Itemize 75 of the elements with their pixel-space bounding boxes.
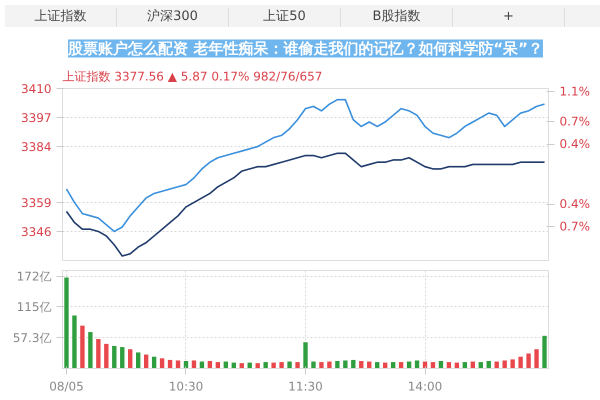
x-tick-label: 10:30 (168, 380, 204, 394)
bar (470, 362, 475, 368)
bar (398, 362, 404, 368)
bar (382, 362, 388, 368)
y-tick-label: 172亿 (16, 269, 52, 284)
bar (152, 356, 156, 368)
bar (256, 363, 260, 368)
bar (319, 362, 324, 368)
bar (96, 339, 101, 368)
bar (502, 360, 507, 368)
x-tick-label: 08/05 (49, 380, 84, 394)
text: 上证50 (229, 8, 341, 27)
bar (279, 362, 284, 368)
text: 上证指数 (5, 8, 117, 27)
bar (144, 354, 148, 368)
y2-tick-label: 0.4% (560, 137, 590, 152)
line-series (66, 98, 546, 232)
y-tick-label: 3397 (20, 111, 52, 126)
bar (64, 277, 69, 368)
text: B股指数 (341, 8, 453, 27)
bar (271, 362, 276, 368)
bar (494, 362, 499, 368)
bar (112, 346, 116, 368)
y-tick-label: 115亿 (16, 300, 52, 314)
bar (263, 362, 268, 368)
bar (208, 361, 212, 368)
bar (375, 362, 380, 368)
bar (104, 344, 109, 368)
y2-tick-label: 0.7% (560, 114, 590, 129)
y-tick-label: 3359 (20, 196, 52, 210)
bar (359, 361, 364, 368)
bar (72, 315, 77, 368)
text: + (453, 8, 565, 27)
bar (390, 362, 396, 368)
bar (120, 347, 124, 368)
bar (327, 362, 332, 368)
bar (343, 360, 348, 368)
bar (518, 356, 523, 368)
bar (88, 332, 93, 368)
bar (287, 362, 292, 368)
bar (454, 362, 460, 368)
chart-title: 股票账户怎么配资 老年性痴呆：谁偷走我们的记忆？如何科学防“呆”？ (67, 40, 543, 58)
chart-subtitle: 上证指数 3377.56 ▲ 5.87 0.17% 982/76/657 (62, 70, 322, 84)
y-tick-label: 3410 (20, 82, 52, 96)
bar (406, 362, 412, 368)
y2-tick-label: 0.7% (560, 220, 590, 234)
bar (367, 362, 372, 368)
y-tick-label: 3384 (20, 140, 52, 154)
bar (526, 354, 531, 368)
bar (248, 362, 252, 368)
bar (200, 362, 204, 368)
bar (446, 362, 452, 368)
bar (136, 352, 140, 368)
bar (216, 362, 220, 368)
x-tick-label: 11:30 (288, 380, 323, 394)
bar (240, 363, 244, 368)
bar (128, 349, 132, 368)
y2-tick-label: 1.1% (560, 84, 590, 99)
x-tick-label: 14:00 (408, 380, 442, 394)
bar (335, 361, 340, 368)
bar (462, 362, 468, 368)
y2-tick-label: 0.4% (560, 197, 590, 212)
bar (534, 349, 539, 368)
line-series (66, 152, 546, 257)
bar (478, 362, 483, 368)
bar (486, 361, 491, 368)
y-tick-label: 57.3亿 (12, 330, 52, 345)
bar (224, 362, 228, 368)
bar (351, 360, 356, 368)
bar (80, 326, 85, 368)
text: 沪深300 (117, 8, 229, 27)
bar (232, 362, 236, 368)
y-tick-label: 3346 (20, 224, 52, 239)
bar (160, 358, 164, 368)
bar (510, 359, 515, 368)
